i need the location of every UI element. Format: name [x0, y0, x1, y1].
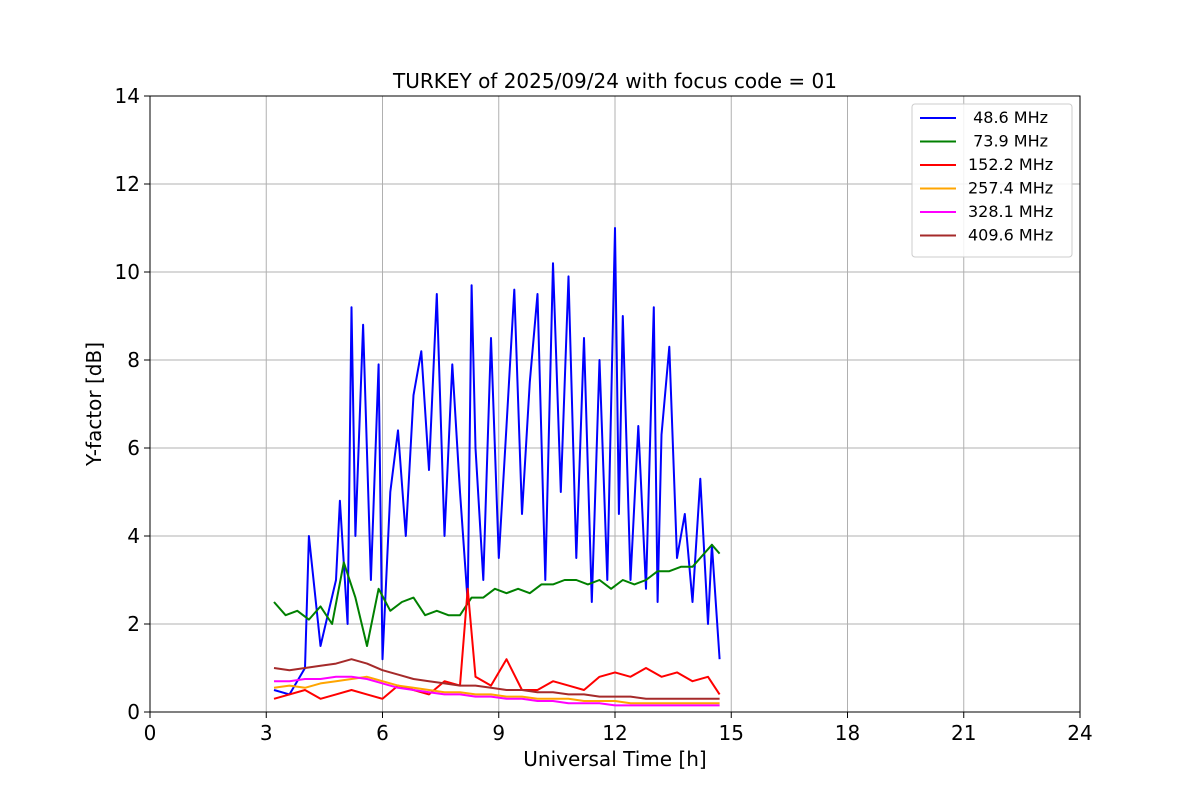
series-line-5 — [273, 658, 720, 700]
x-tick-label: 3 — [260, 721, 273, 745]
x-tick-label: 18 — [835, 721, 860, 745]
chart-title: TURKEY of 2025/09/24 with focus code = 0… — [392, 69, 837, 93]
x-tick-label: 21 — [951, 721, 976, 745]
series-line-3 — [273, 675, 720, 705]
y-tick-label: 6 — [127, 436, 140, 460]
legend-entry-2: 152.2 MHz — [968, 155, 1053, 174]
legend-entry-0: 48.6 MHz — [968, 108, 1048, 127]
y-tick-label: 0 — [127, 700, 140, 724]
x-tick-label: 12 — [602, 721, 627, 745]
y-tick-label: 4 — [127, 524, 140, 548]
series-line-0 — [273, 227, 721, 696]
legend-entry-5: 409.6 MHz — [968, 226, 1053, 245]
x-tick-label: 15 — [719, 721, 744, 745]
y-tick-label: 12 — [115, 172, 140, 196]
y-tick-label: 10 — [115, 260, 140, 284]
series-line-4 — [274, 675, 720, 707]
legend-entry-4: 328.1 MHz — [968, 202, 1053, 221]
x-tick-label: 24 — [1067, 721, 1092, 745]
x-tick-label: 9 — [492, 721, 505, 745]
x-axis-label: Universal Time [h] — [523, 747, 706, 771]
legend: 48.6 MHz 73.9 MHz 152.2 MHz 257.4 MHz 328.1… — [911, 103, 1073, 258]
plot-series — [273, 227, 721, 707]
legend-entry-3: 257.4 MHz — [968, 179, 1053, 198]
series-line-2 — [273, 587, 721, 700]
y-tick-label: 8 — [127, 348, 140, 372]
y-tick-label: 2 — [127, 612, 140, 636]
legend-entry-1: 73.9 MHz — [968, 132, 1048, 151]
series-line-1 — [273, 543, 721, 647]
y-tick-label: 14 — [115, 84, 140, 108]
y-axis-label: Y-factor [dB] — [82, 342, 106, 467]
x-tick-label: 6 — [376, 721, 389, 745]
x-tick-label: 0 — [144, 721, 157, 745]
